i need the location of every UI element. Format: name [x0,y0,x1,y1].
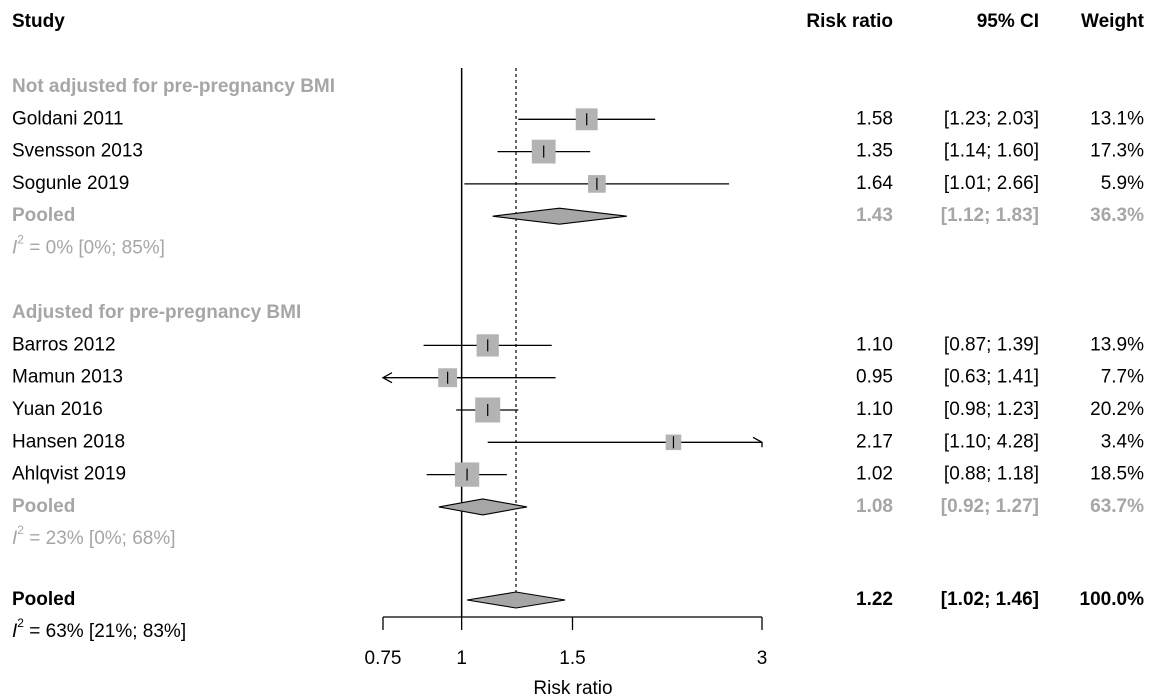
overall-pooled-label: Pooled [12,589,75,610]
het-value: = 0% [0%; 85%] [24,238,165,259]
study-rr: 1.58 [856,108,893,129]
subgroup-pooled-diamond [492,207,627,225]
x-tick-label: 3 [757,648,768,669]
study-name: Hansen 2018 [12,431,125,452]
het-symbol: I [12,238,18,259]
study-weight: 5.9% [1101,173,1144,194]
overall-pooled-diamond [466,591,566,609]
study-ci: [0.98; 1.23] [944,399,1039,420]
overall-heterogeneity: I2 = 63% [21%; 83%] [12,616,186,642]
subgroup-title: Adjusted for pre-pregnancy BMI [12,302,301,323]
study-weight: 13.1% [1090,108,1144,129]
overall-pooled-rr: 1.22 [856,589,893,610]
subgroup-heterogeneity: I2 = 0% [0%; 85%] [12,233,165,259]
subgroup-pooled-ci: [1.12; 1.83] [941,205,1039,226]
subgroup-pooled-rr: 1.43 [856,205,893,226]
het-exponent: 2 [17,523,24,537]
study-ci: [0.87; 1.39] [944,334,1039,355]
ci-arrow-right [752,436,763,448]
x-tick-label: 1.5 [559,648,585,669]
x-tick-label: 1 [456,648,467,669]
study-rr: 1.10 [856,334,893,355]
header-risk-ratio: Risk ratio [806,11,893,32]
study-name: Sogunle 2019 [12,173,129,194]
study-ci: [1.01; 2.66] [944,173,1039,194]
study-rr: 1.10 [856,399,893,420]
subgroup-pooled-weight: 36.3% [1090,205,1144,226]
study-rr: 2.17 [856,431,893,452]
het-exponent: 2 [17,616,24,630]
x-tick-label: 0.75 [365,648,402,669]
study-name: Goldani 2011 [12,108,124,129]
subgroup-pooled-diamond [438,498,528,516]
subgroup-pooled-label: Pooled [12,496,75,517]
het-symbol: I [12,528,18,549]
study-weight: 13.9% [1090,334,1144,355]
study-ci: [1.14; 1.60] [944,141,1039,162]
study-weight: 20.2% [1090,399,1144,420]
study-ci: [0.88; 1.18] [944,464,1039,485]
study-rr: 1.35 [856,141,893,162]
study-name: Svensson 2013 [12,141,143,162]
het-symbol: I [12,621,18,642]
study-ci: [0.63; 1.41] [944,367,1039,388]
study-weight: 17.3% [1090,141,1144,162]
het-value: = 63% [21%; 83%] [24,621,186,642]
study-name: Barros 2012 [12,334,116,355]
subgroup-pooled-weight: 63.7% [1090,496,1144,517]
study-name: Ahlqvist 2019 [12,464,126,485]
study-weight: 18.5% [1090,464,1144,485]
x-axis-title: Risk ratio [533,678,612,699]
study-ci: [1.10; 4.28] [944,431,1039,452]
subgroup-pooled-ci: [0.92; 1.27] [941,496,1039,517]
study-rr: 1.02 [856,464,893,485]
het-exponent: 2 [17,233,24,247]
study-rr: 1.64 [856,173,893,194]
header-ci: 95% CI [977,11,1039,32]
study-name: Yuan 2016 [12,399,103,420]
subgroup-pooled-rr: 1.08 [856,496,893,517]
study-weight: 7.7% [1101,367,1144,388]
header-weight: Weight [1081,11,1145,32]
het-value: = 23% [0%; 68%] [24,528,176,549]
study-name: Mamun 2013 [12,367,123,388]
ci-arrow-left [381,372,393,384]
subgroup-title: Not adjusted for pre-pregnancy BMI [12,76,335,97]
study-ci: [1.23; 2.03] [944,108,1039,129]
study-rr: 0.95 [856,367,893,388]
subgroup-pooled-label: Pooled [12,205,75,226]
header-study: Study [12,11,65,32]
subgroup-heterogeneity: I2 = 23% [0%; 68%] [12,523,176,549]
study-weight: 3.4% [1101,431,1144,452]
overall-pooled-ci: [1.02; 1.46] [941,589,1039,610]
overall-pooled-weight: 100.0% [1080,589,1145,610]
